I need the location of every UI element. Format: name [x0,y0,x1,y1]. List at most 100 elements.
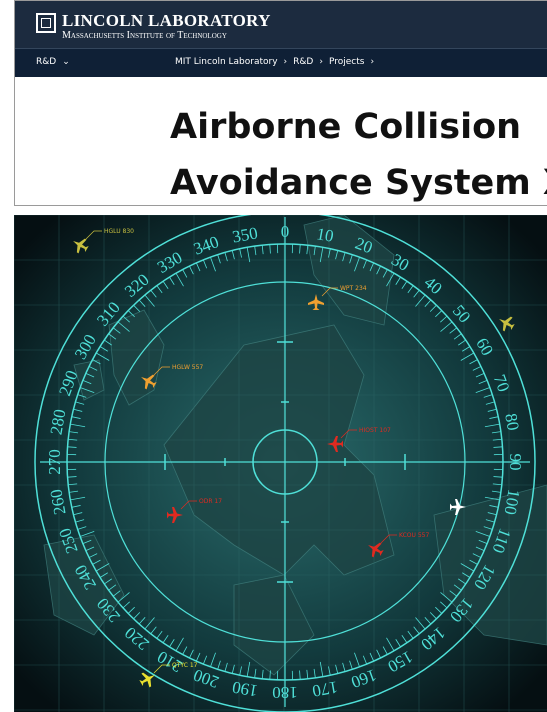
scale-tick [175,273,184,287]
scale-tick [144,617,155,630]
scale-tick [328,666,331,676]
scale-tick [92,359,101,365]
scale-tick [85,546,95,552]
breadcrumb-link[interactable]: MIT Lincoln Laboratory [175,57,293,67]
aircraft [450,499,466,515]
scale-tick [195,262,201,272]
nav-bar: R&D MIT Lincoln Laboratory R&D Projects [15,48,547,77]
scale-tick [189,265,194,275]
scale-tick [217,254,221,264]
scale-tick [254,668,257,678]
scale-tick [319,661,324,677]
logo-icon[interactable] [36,13,56,33]
scale-tick [92,559,101,565]
menu-button[interactable]: R&D [36,57,70,67]
compass-label: 0 [281,222,290,241]
scale-tick [261,245,264,255]
scale-tick [68,483,78,486]
scale-tick [492,438,502,441]
scale-tick [407,285,414,294]
scale-tick [458,578,466,585]
scale-tick [401,281,408,289]
scale-tick [138,617,146,625]
scale-tick [306,669,309,679]
breadcrumb-link[interactable]: R&D [293,57,329,67]
scale-tick [85,372,95,378]
scale-tick [440,601,448,609]
compass-label: 350 [231,223,259,246]
scale-tick [440,315,448,323]
aircraft-label: HGLU 830 [104,228,134,235]
aircraft-label: WPT 234 [340,285,367,292]
scale-tick [458,339,466,346]
scale-tick [127,606,135,614]
scale-tick [162,635,169,643]
scale-tick [491,431,501,434]
scale-tick [493,446,503,448]
scale-tick [99,572,108,578]
aircraft-label: KCOU 557 [399,532,429,539]
scale-tick [429,612,437,620]
scale-tick [362,259,368,269]
scale-tick [485,519,495,523]
scale-tick [469,559,478,565]
compass-label: 100 [500,488,523,516]
aircraft [499,316,515,332]
aircraft-leader [180,500,197,510]
scale-tick [112,590,121,597]
compass-label: 170 [311,677,339,700]
scale-tick [202,259,208,269]
radar-image: 0 10 2030405060708090100110120130140150160… [14,215,547,712]
compass-label: 20 [353,234,375,258]
aircraft [327,436,343,452]
aircraft-leader [85,230,102,240]
scale-tick [96,352,110,361]
scale-tick [133,304,141,312]
scale-tick [487,512,497,516]
scale-tick [491,490,501,493]
scale-tick [435,310,443,318]
scale-tick [313,246,316,256]
scale-tick [202,655,208,665]
scale-tick [104,339,112,346]
aircraft-leader [340,429,357,439]
scale-tick [472,366,482,371]
breadcrumb-link[interactable]: Projects [329,57,380,67]
scale-tick [239,248,242,258]
scale-tick [489,416,499,419]
scale-tick [424,299,432,307]
scale-tick [150,289,157,298]
scale-tick [306,245,309,255]
scale-tick [478,539,488,545]
scale-tick [195,652,201,662]
scale-tick [376,649,381,659]
scale-tick [413,289,420,298]
scale-tick [429,304,437,312]
logo-subtitle[interactable]: Massachusetts Institute of Technology [62,30,227,41]
radar-overlay [34,215,536,712]
scale-tick [156,285,163,294]
aircraft-leader [321,287,338,297]
scale-tick [224,662,228,672]
logo-title[interactable]: LINCOLN LABORATORY [62,11,271,30]
scale-tick [69,490,79,493]
scale-tick [440,321,453,332]
compass-label: 270 [45,449,64,475]
scale-tick [269,670,271,680]
scale-tick [362,655,368,665]
scale-tick [156,630,163,639]
scale-tick [415,617,426,630]
scale-tick [246,661,251,677]
scale-tick [475,387,490,393]
compass-label: 260 [46,488,69,516]
scale-tick [112,327,121,334]
scale-tick [424,617,432,625]
scale-tick [415,294,426,307]
scale-tick [82,379,92,385]
scale-tick [138,299,146,307]
scale-tick [349,660,353,670]
scale-tick [122,601,130,609]
scale-tick [182,269,188,278]
scale-tick [493,476,503,478]
